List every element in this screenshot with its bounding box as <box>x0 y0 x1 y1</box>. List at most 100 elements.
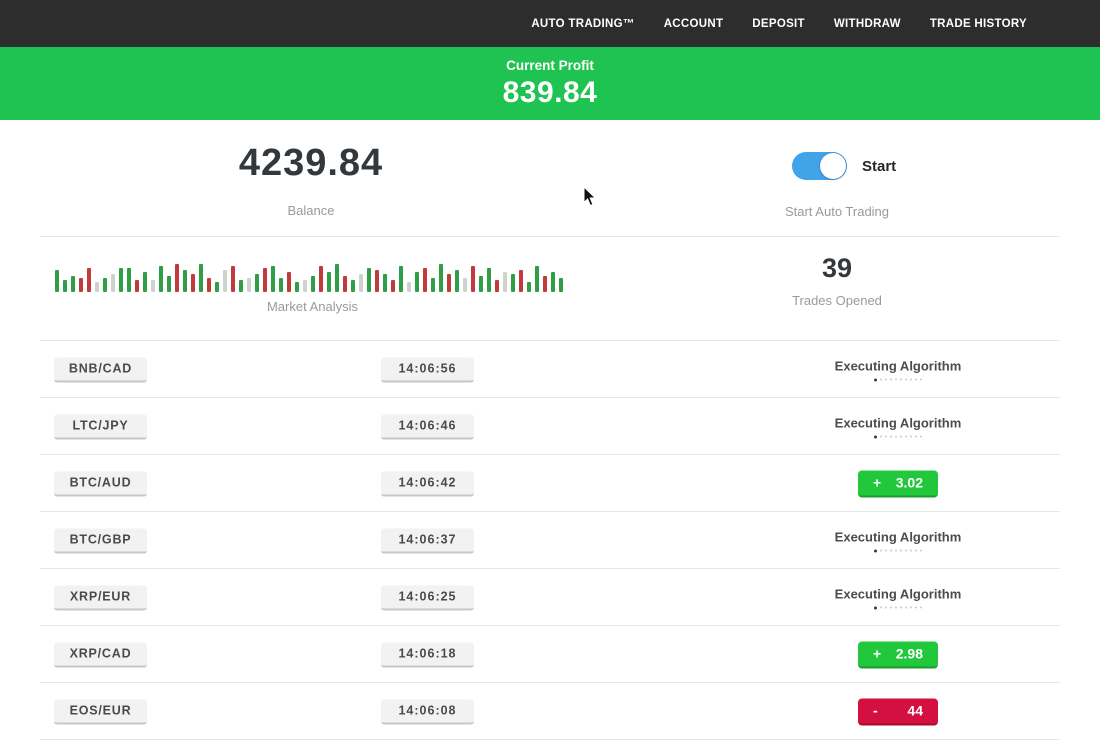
progress-dot <box>905 435 907 438</box>
candle-bar <box>247 278 251 292</box>
candle-bar <box>55 270 59 292</box>
toggle-caption: Start Auto Trading <box>784 204 890 219</box>
candle-bar <box>167 276 171 292</box>
time-button[interactable]: 14:06:37 <box>381 528 474 553</box>
progress-dot <box>910 435 912 438</box>
profit-banner-value: 839.84 <box>502 75 598 109</box>
section-divider <box>40 236 1060 237</box>
time-button[interactable]: 14:06:18 <box>381 642 474 667</box>
progress-dot <box>895 606 897 609</box>
candle-bar <box>255 274 259 292</box>
progress-dot <box>885 549 887 552</box>
candle-bar <box>127 268 131 292</box>
candle-bar <box>471 266 475 292</box>
nav-item-deposit[interactable]: DEPOSIT <box>752 17 805 30</box>
pair-button[interactable]: LTC/JPY <box>54 414 147 439</box>
progress-dot <box>900 606 902 609</box>
pair-button[interactable]: EOS/EUR <box>54 699 147 724</box>
progress-dots <box>874 606 922 609</box>
candle-bar <box>367 268 371 292</box>
candle-bar <box>87 268 91 292</box>
trade-status: Executing Algorithm <box>818 358 978 381</box>
table-row: XRP/EUR 14:06:25 Executing Algorithm <box>0 569 1100 626</box>
candle-bar <box>79 278 83 292</box>
table-row: BTC/AUD 14:06:42 +3.02 <box>0 455 1100 512</box>
progress-dot <box>890 549 892 552</box>
toggle-knob <box>820 153 846 179</box>
nav-item-withdraw[interactable]: WITHDRAW <box>833 17 901 30</box>
candle-bar <box>319 266 323 292</box>
nav-item-auto-trading[interactable]: AUTO TRADING™ <box>531 17 635 30</box>
badge-sign: - <box>873 702 878 719</box>
candle-bar <box>335 264 339 292</box>
pair-button[interactable]: BTC/AUD <box>54 471 147 496</box>
candle-bar <box>159 266 163 292</box>
progress-dot <box>920 378 922 381</box>
progress-dot <box>880 378 882 381</box>
candle-bar <box>351 280 355 292</box>
auto-trading-toggle[interactable] <box>792 152 847 180</box>
candle-bar <box>479 276 483 292</box>
progress-dots <box>874 435 922 438</box>
trade-status: +3.02 <box>818 470 978 497</box>
progress-dot <box>920 549 922 552</box>
trades-opened-label: Trades Opened <box>792 293 882 308</box>
candle-bar <box>359 274 363 292</box>
trade-status: - 44 <box>818 698 978 725</box>
progress-dot <box>874 378 877 381</box>
time-button[interactable]: 14:06:08 <box>381 699 474 724</box>
candle-bar <box>455 270 459 292</box>
progress-dot <box>880 435 882 438</box>
pair-button[interactable]: BTC/GBP <box>54 528 147 553</box>
market-analysis-label: Market Analysis <box>266 299 359 314</box>
progress-dot <box>920 606 922 609</box>
candle-bar <box>111 274 115 292</box>
progress-dot <box>880 549 882 552</box>
table-row: EOS/EUR 14:06:08 - 44 <box>0 683 1100 740</box>
candle-bar <box>463 278 467 292</box>
market-analysis-chart <box>55 261 570 292</box>
progress-dot <box>885 378 887 381</box>
candle-bar <box>287 272 291 292</box>
time-button[interactable]: 14:06:56 <box>381 357 474 382</box>
candle-bar <box>519 270 523 292</box>
candle-bar <box>303 280 307 292</box>
section-divider <box>40 340 1060 341</box>
nav-item-account[interactable]: ACCOUNT <box>663 17 724 30</box>
candle-bar <box>399 266 403 292</box>
candle-bar <box>183 270 187 292</box>
candle-bar <box>63 280 67 292</box>
trade-status: Executing Algorithm <box>818 586 978 609</box>
candle-bar <box>527 282 531 292</box>
progress-dot <box>900 435 902 438</box>
candle-bar <box>503 272 507 292</box>
progress-dot <box>890 435 892 438</box>
candle-bar <box>191 274 195 292</box>
pair-button[interactable]: XRP/EUR <box>54 585 147 610</box>
time-button[interactable]: 14:06:25 <box>381 585 474 610</box>
executing-label: Executing Algorithm <box>834 415 962 430</box>
progress-dot <box>885 435 887 438</box>
badge-sign: + <box>873 474 882 491</box>
progress-dot <box>915 378 917 381</box>
progress-dot <box>895 435 897 438</box>
candle-bar <box>175 264 179 292</box>
progress-dot <box>874 606 877 609</box>
executing-label: Executing Algorithm <box>834 529 962 544</box>
trades-list: BNB/CAD 14:06:56 Executing Algorithm LTC… <box>0 341 1100 740</box>
pair-button[interactable]: XRP/CAD <box>54 642 147 667</box>
candle-bar <box>135 280 139 292</box>
candle-bar <box>543 276 547 292</box>
executing-label: Executing Algorithm <box>834 586 962 601</box>
pair-button[interactable]: BNB/CAD <box>54 357 147 382</box>
candle-bar <box>71 276 75 292</box>
time-button[interactable]: 14:06:42 <box>381 471 474 496</box>
table-row: XRP/CAD 14:06:18 +2.98 <box>0 626 1100 683</box>
candle-bar <box>423 268 427 292</box>
candle-bar <box>103 278 107 292</box>
badge-sign: + <box>873 645 882 662</box>
profit-banner-label: Current Profit <box>506 57 594 73</box>
nav-item-trade-history[interactable]: TRADE HISTORY <box>929 17 1027 30</box>
time-button[interactable]: 14:06:46 <box>381 414 474 439</box>
progress-dot <box>895 549 897 552</box>
